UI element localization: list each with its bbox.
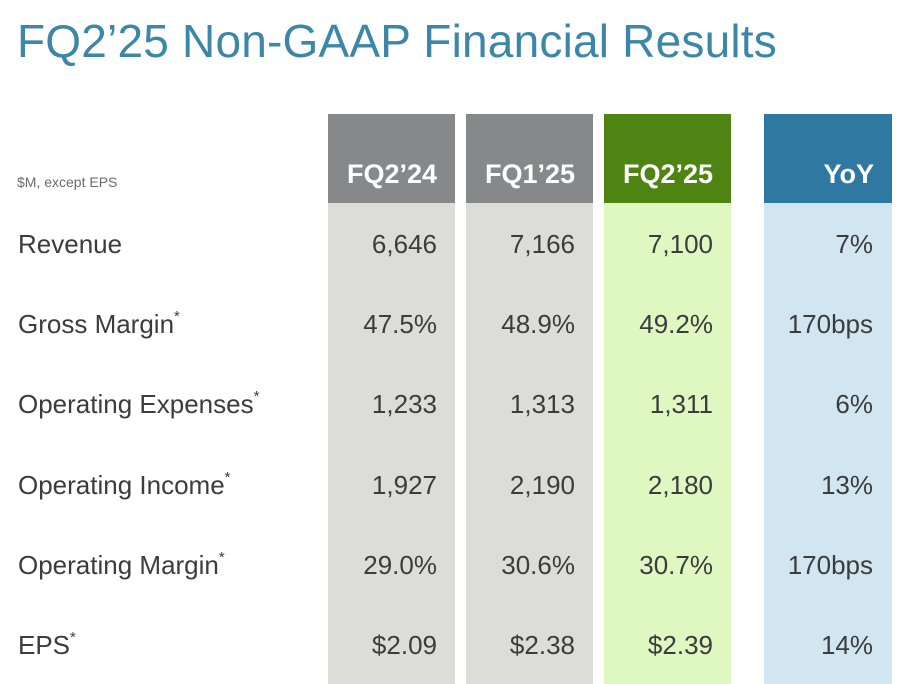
footnote-marker: * <box>253 388 260 406</box>
table-cell: 47.5% <box>363 309 437 339</box>
row-label-text: Operating Margin <box>18 550 219 580</box>
table-cell: 170bps <box>787 550 873 580</box>
table-cell: 30.7% <box>639 550 713 580</box>
table-cell: $2.38 <box>509 630 575 660</box>
table-cell: 6,646 <box>371 229 437 259</box>
column-bg-fq1-25 <box>466 203 593 684</box>
table-cell: 2,180 <box>647 470 713 500</box>
footnote-marker: * <box>70 629 76 647</box>
table-cell: 7,100 <box>647 229 713 259</box>
page-title: FQ2’25 Non-GAAP Financial Results <box>17 15 777 67</box>
row-label-text: Revenue <box>18 229 123 259</box>
table-cell: 1,313 <box>509 389 575 419</box>
table-cell: 14% <box>820 630 873 660</box>
row-label-text: EPS <box>18 630 71 660</box>
table-cell: 7,166 <box>509 229 575 259</box>
row-label-text: Operating Expenses <box>18 389 254 419</box>
table-cell: 2,190 <box>509 470 575 500</box>
row-label-text: Gross Margin <box>18 309 175 339</box>
column-header-fq2-24: FQ2’24 <box>328 114 455 203</box>
row-label: Revenue <box>18 229 122 260</box>
table-cell: 13% <box>820 470 873 500</box>
column-header-yoy: YoY <box>764 114 892 203</box>
table-cell: 30.6% <box>501 550 575 580</box>
table-cell: 6% <box>835 389 873 419</box>
column-bg-fq2-24 <box>328 203 455 684</box>
table-cell: 1,233 <box>371 389 437 419</box>
table-cell: 48.9% <box>501 309 575 339</box>
row-label: Gross Margin* <box>18 308 180 340</box>
footnote-marker: * <box>218 549 225 567</box>
footnote-marker: * <box>224 469 231 487</box>
row-label: Operating Margin* <box>18 549 225 581</box>
column-header-fq1-25: FQ1’25 <box>466 114 593 203</box>
table-cell: 1,311 <box>649 389 713 419</box>
row-label: Operating Expenses* <box>18 388 260 420</box>
table-cell: 7% <box>835 229 873 259</box>
table-cell: $2.09 <box>371 630 437 660</box>
table-cell: 49.2% <box>639 309 713 339</box>
footnote-marker: * <box>174 308 180 326</box>
column-header-fq2-25: FQ2’25 <box>604 114 731 203</box>
table-cell: 29.0% <box>363 550 437 580</box>
row-label: EPS* <box>18 629 76 661</box>
table-cell: $2.39 <box>647 630 713 660</box>
units-note: $M, except EPS <box>17 174 118 190</box>
table-cell: 170bps <box>787 309 873 339</box>
column-bg-fq2-25 <box>604 203 731 684</box>
row-label-text: Operating Income <box>18 470 225 500</box>
row-label: Operating Income* <box>18 469 231 501</box>
column-bg-yoy <box>764 203 892 684</box>
table-cell: 1,927 <box>371 470 437 500</box>
